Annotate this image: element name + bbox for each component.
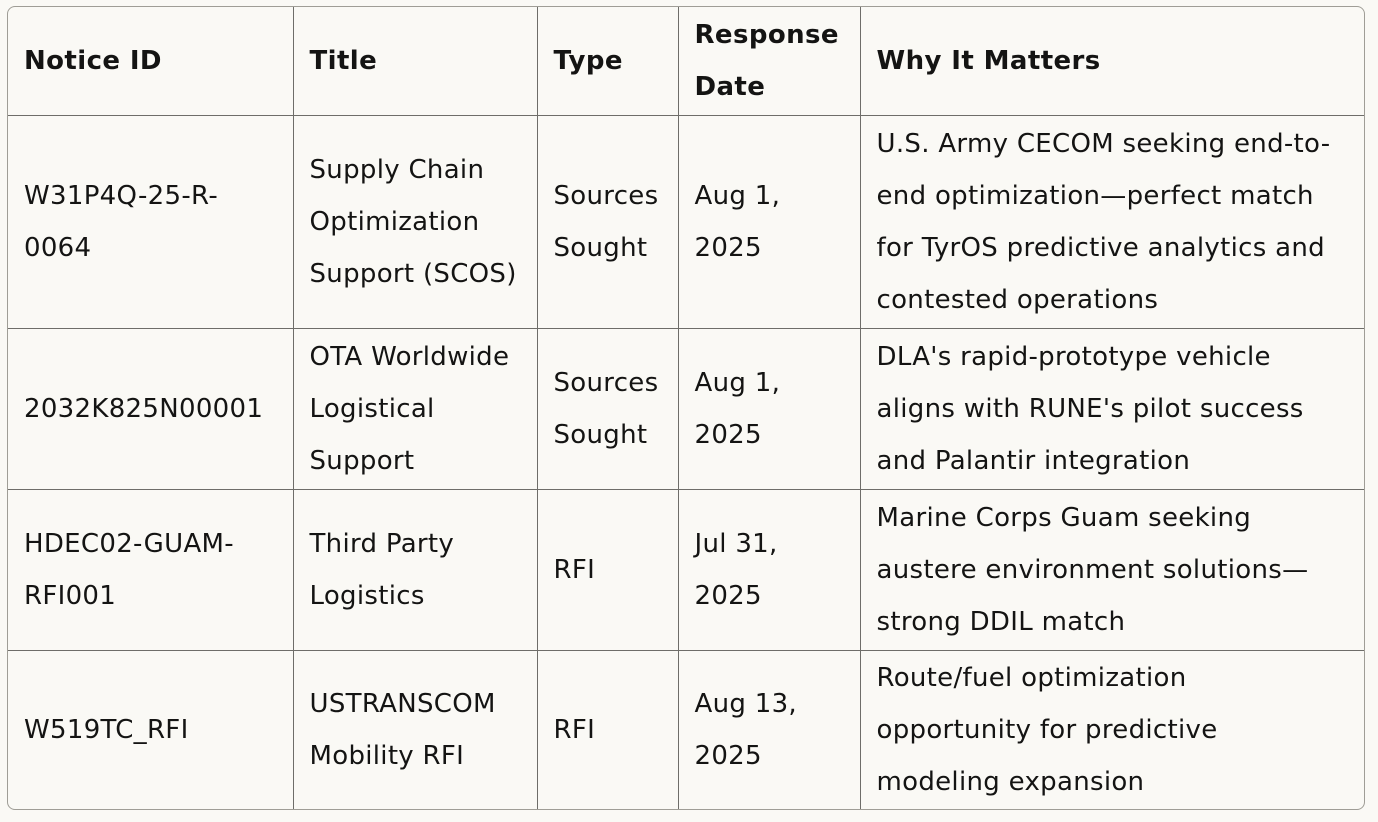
cell-why-it-matters: DLA's rapid-prototype vehicle aligns wit… (860, 328, 1364, 490)
cell-type: Sources Sought (537, 115, 679, 329)
header-why-it-matters: Why It Matters (860, 7, 1364, 116)
header-row: Notice ID Title Type Response Date Why I… (8, 7, 1364, 116)
cell-type: RFI (537, 650, 679, 809)
cell-title: Third Party Logistics (293, 489, 538, 651)
cell-notice-id: HDEC02-GUAM-RFI001 (8, 489, 294, 651)
cell-title: Supply Chain Optimization Support (SCOS) (293, 115, 538, 329)
table-row: HDEC02-GUAM-RFI001 Third Party Logistics… (8, 489, 1364, 651)
cell-notice-id: W31P4Q-25-R-0064 (8, 115, 294, 329)
notices-table: Notice ID Title Type Response Date Why I… (8, 7, 1364, 809)
cell-why-it-matters: Marine Corps Guam seeking austere enviro… (860, 489, 1364, 651)
header-response-date: Response Date (678, 7, 861, 116)
cell-notice-id: 2032K825N00001 (8, 328, 294, 490)
notices-table-container: Notice ID Title Type Response Date Why I… (7, 6, 1365, 810)
header-type: Type (537, 7, 679, 116)
cell-title: OTA Worldwide Logistical Support (293, 328, 538, 490)
cell-why-it-matters: U.S. Army CECOM seeking end-to-end optim… (860, 115, 1364, 329)
table-row: W519TC_RFI USTRANSCOM Mobility RFI RFI A… (8, 650, 1364, 809)
cell-title: USTRANSCOM Mobility RFI (293, 650, 538, 809)
cell-type: Sources Sought (537, 328, 679, 490)
cell-type: RFI (537, 489, 679, 651)
table-row: 2032K825N00001 OTA Worldwide Logistical … (8, 328, 1364, 490)
cell-notice-id: W519TC_RFI (8, 650, 294, 809)
cell-response-date: Aug 1, 2025 (678, 328, 861, 490)
table-body: W31P4Q-25-R-0064 Supply Chain Optimizati… (8, 115, 1364, 809)
header-title: Title (293, 7, 538, 116)
cell-why-it-matters: Route/fuel optimization opportunity for … (876, 663, 1218, 798)
cell-response-date: Jul 31, 2025 (678, 489, 861, 651)
cell-response-date: Aug 13, 2025 (678, 650, 861, 809)
table-row: W31P4Q-25-R-0064 Supply Chain Optimizati… (8, 115, 1364, 329)
header-notice-id: Notice ID (8, 7, 294, 116)
cell-response-date: Aug 1, 2025 (678, 115, 861, 329)
table-header: Notice ID Title Type Response Date Why I… (8, 7, 1364, 116)
